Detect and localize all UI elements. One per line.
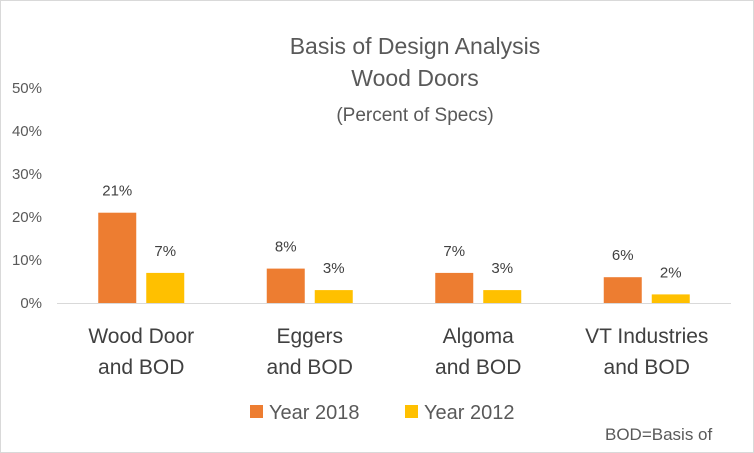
x-tick-label: Algoma <box>443 325 515 348</box>
x-tick-label: Wood Door <box>88 325 194 348</box>
legend-swatch <box>250 405 263 418</box>
data-label: 7% <box>443 243 465 260</box>
bar <box>266 268 305 303</box>
chart-title-line-1: Basis of Design Analysis <box>290 33 541 59</box>
bar <box>435 272 474 303</box>
data-label: 2% <box>660 264 682 281</box>
bars <box>98 212 690 303</box>
legend-item: Year 2012 <box>405 402 514 424</box>
data-labels: 21% 7% 8% 3% 7% 3% 6% 2% <box>102 183 681 282</box>
data-label: 6% <box>612 247 634 264</box>
x-tick-label: and BOD <box>267 356 353 379</box>
legend-label: Year 2012 <box>424 402 514 424</box>
bar <box>314 290 353 303</box>
data-label: 3% <box>491 260 513 277</box>
x-tick-label: Eggers <box>276 325 343 348</box>
bar <box>483 290 522 303</box>
legend-swatch <box>405 405 418 418</box>
chart-titles: Basis of Design Analysis Wood Doors (Per… <box>290 33 541 126</box>
legend: Year 2018 Year 2012 <box>250 402 514 424</box>
data-label: 8% <box>275 239 297 256</box>
bar <box>98 212 137 303</box>
bar <box>603 277 642 303</box>
y-tick-label: 0% <box>20 295 42 312</box>
chart-subtitle: (Percent of Specs) <box>336 105 493 126</box>
footnote: BOD=Basis of <box>605 425 713 444</box>
y-tick-label: 40% <box>12 123 42 140</box>
y-tick-label: 20% <box>12 209 42 226</box>
x-tick-label: and BOD <box>435 356 521 379</box>
y-axis: 0% 10% 20% 30% 40% 50% <box>12 80 42 312</box>
legend-item: Year 2018 <box>250 402 359 424</box>
y-tick-label: 50% <box>12 80 42 97</box>
x-tick-label: and BOD <box>98 356 184 379</box>
chart-title-line-2: Wood Doors <box>351 65 478 91</box>
bar <box>146 272 185 303</box>
y-tick-label: 30% <box>12 166 42 183</box>
x-tick-label: VT Industries <box>585 325 708 348</box>
bar <box>651 294 690 303</box>
legend-label: Year 2018 <box>269 402 359 424</box>
y-tick-label: 10% <box>12 252 42 269</box>
data-label: 3% <box>323 260 345 277</box>
category-labels: Wood Door and BOD Eggers and BOD Algoma and B… <box>88 325 708 379</box>
data-label: 21% <box>102 183 132 200</box>
x-tick-label: and BOD <box>604 356 690 379</box>
data-label: 7% <box>154 243 176 260</box>
